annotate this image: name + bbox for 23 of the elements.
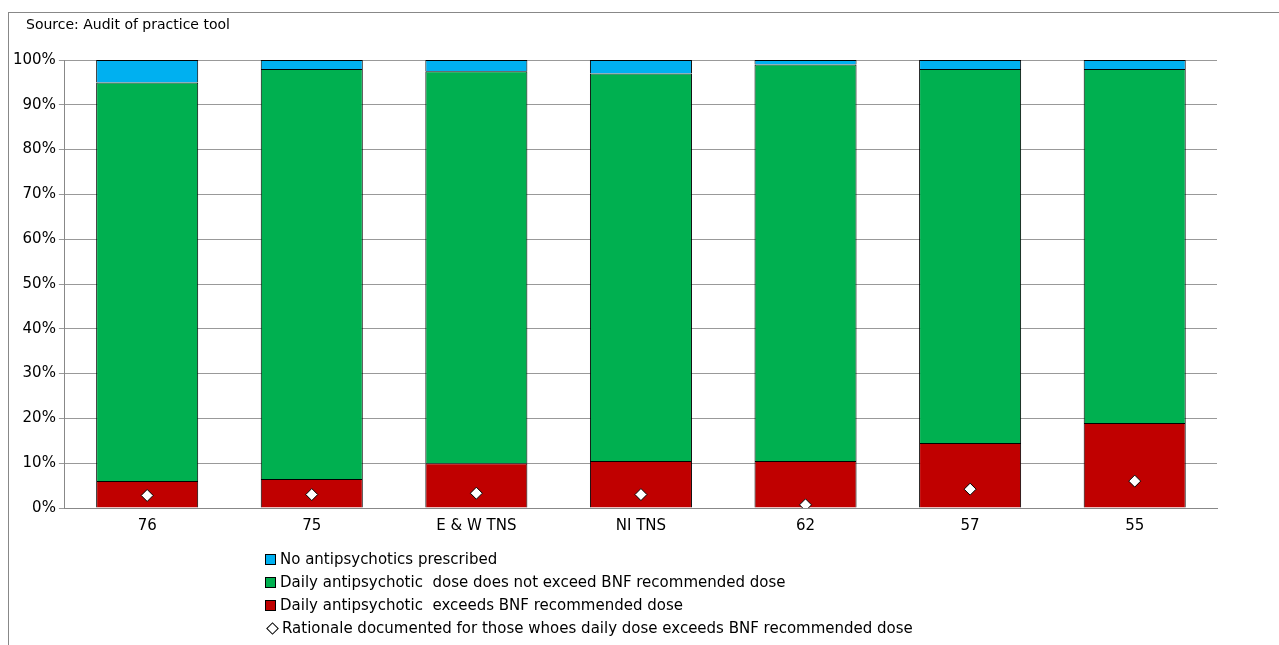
source-note: Source: Audit of practice tool (26, 16, 230, 32)
y-tick-label: 70% (22, 184, 56, 203)
y-tick-label: 40% (22, 318, 56, 337)
legend-label: Rationale documented for those whoes daily dose exceeds BNF recommended dose (281, 618, 913, 639)
y-tick-label: 10% (22, 453, 56, 472)
x-tick-label: NI TNS (615, 515, 667, 534)
x-tick-label: 76 (137, 515, 157, 534)
y-tick-label: 100% (12, 49, 56, 68)
x-tick-label: 62 (795, 515, 816, 534)
y-tick-label: 80% (22, 139, 56, 158)
legend-label: Daily antipsychotic dose does not exceed BNF recommended dose (279, 572, 787, 593)
x-tick-label: 55 (1125, 515, 1145, 534)
x-tick-label: E & W TNS (436, 515, 517, 534)
y-tick-label: 20% (22, 408, 56, 427)
y-tick-label: 0% (32, 497, 56, 516)
y-tick-label: 60% (22, 229, 56, 248)
legend-label: No antipsychotics prescribed (279, 549, 499, 570)
y-tick-label: 50% (22, 273, 56, 292)
y-tick-label: 90% (22, 94, 56, 113)
x-tick-label: 75 (302, 515, 322, 534)
legend-label: Daily antipsychotic exceeds BNF recommended dose (279, 595, 684, 616)
x-tick-label: 57 (960, 515, 980, 534)
y-tick-label: 30% (22, 363, 56, 382)
